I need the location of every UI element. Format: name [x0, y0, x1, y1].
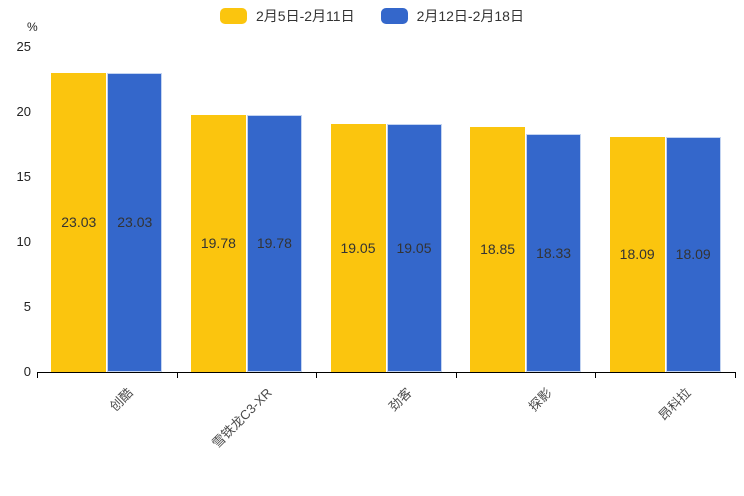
y-tick-label-15: 15 [16, 169, 31, 184]
x-axis-label-1: 创酷 [106, 385, 136, 415]
x-axis-tick [735, 372, 736, 378]
bar-s1-c2[interactable] [190, 114, 246, 372]
y-axis-unit: % [27, 20, 38, 34]
bar-value-label: 23.03 [61, 214, 97, 231]
x-axis-label-4: 探影 [525, 385, 555, 415]
legend-label-week1: 2月5日-2月11日 [256, 8, 355, 24]
x-axis-label-5: 昂科拉 [655, 385, 694, 424]
x-axis-label-2: 雪铁龙C3-XR [209, 385, 276, 451]
bar-value-label: 19.05 [396, 240, 432, 257]
x-axis-tick [37, 372, 38, 378]
bar-s1-c4[interactable] [470, 126, 526, 372]
x-axis-tick [316, 372, 318, 378]
bar-s1-c1[interactable] [51, 72, 107, 372]
bar-value-label: 18.85 [480, 241, 516, 258]
x-axis-label-3: 劲客 [385, 385, 415, 415]
y-tick-label-25: 25 [16, 39, 31, 54]
bar-value-label: 23.03 [117, 214, 153, 231]
bar-s2-c5[interactable] [665, 136, 721, 372]
legend-swatch-week2-icon [380, 8, 408, 24]
x-axis-line [37, 372, 735, 373]
x-axis-tick [176, 372, 178, 378]
bar-s1-c5[interactable] [609, 136, 665, 372]
legend: 2月5日-2月11日 2月12日-2月18日 [0, 6, 744, 26]
y-tick-label-5: 5 [23, 299, 31, 314]
bar-s2-c2[interactable] [246, 114, 302, 372]
bar-s2-c4[interactable] [526, 133, 582, 372]
bar-value-label: 18.33 [536, 244, 572, 261]
y-tick-label-10: 10 [16, 234, 31, 249]
y-tick-label-0: 0 [23, 364, 31, 379]
legend-swatch-week1-icon [220, 8, 248, 24]
bar-value-label: 19.05 [340, 240, 376, 257]
bar-s1-c3[interactable] [330, 124, 386, 372]
bar-s2-c3[interactable] [386, 124, 442, 372]
x-axis-tick [595, 372, 597, 378]
bar-s2-c1[interactable] [107, 72, 163, 372]
x-axis-tick [455, 372, 457, 378]
bar-value-label: 19.78 [256, 235, 292, 252]
bar-value-label: 18.09 [675, 246, 711, 263]
legend-item-week1[interactable]: 2月5日-2月11日 [220, 6, 355, 26]
legend-label-week2: 2月12日-2月18日 [416, 8, 524, 24]
y-tick-label-20: 20 [16, 104, 31, 119]
bar-value-label: 18.09 [619, 246, 655, 263]
legend-item-week2[interactable]: 2月12日-2月18日 [380, 6, 524, 26]
bar-value-label: 19.78 [200, 235, 236, 252]
